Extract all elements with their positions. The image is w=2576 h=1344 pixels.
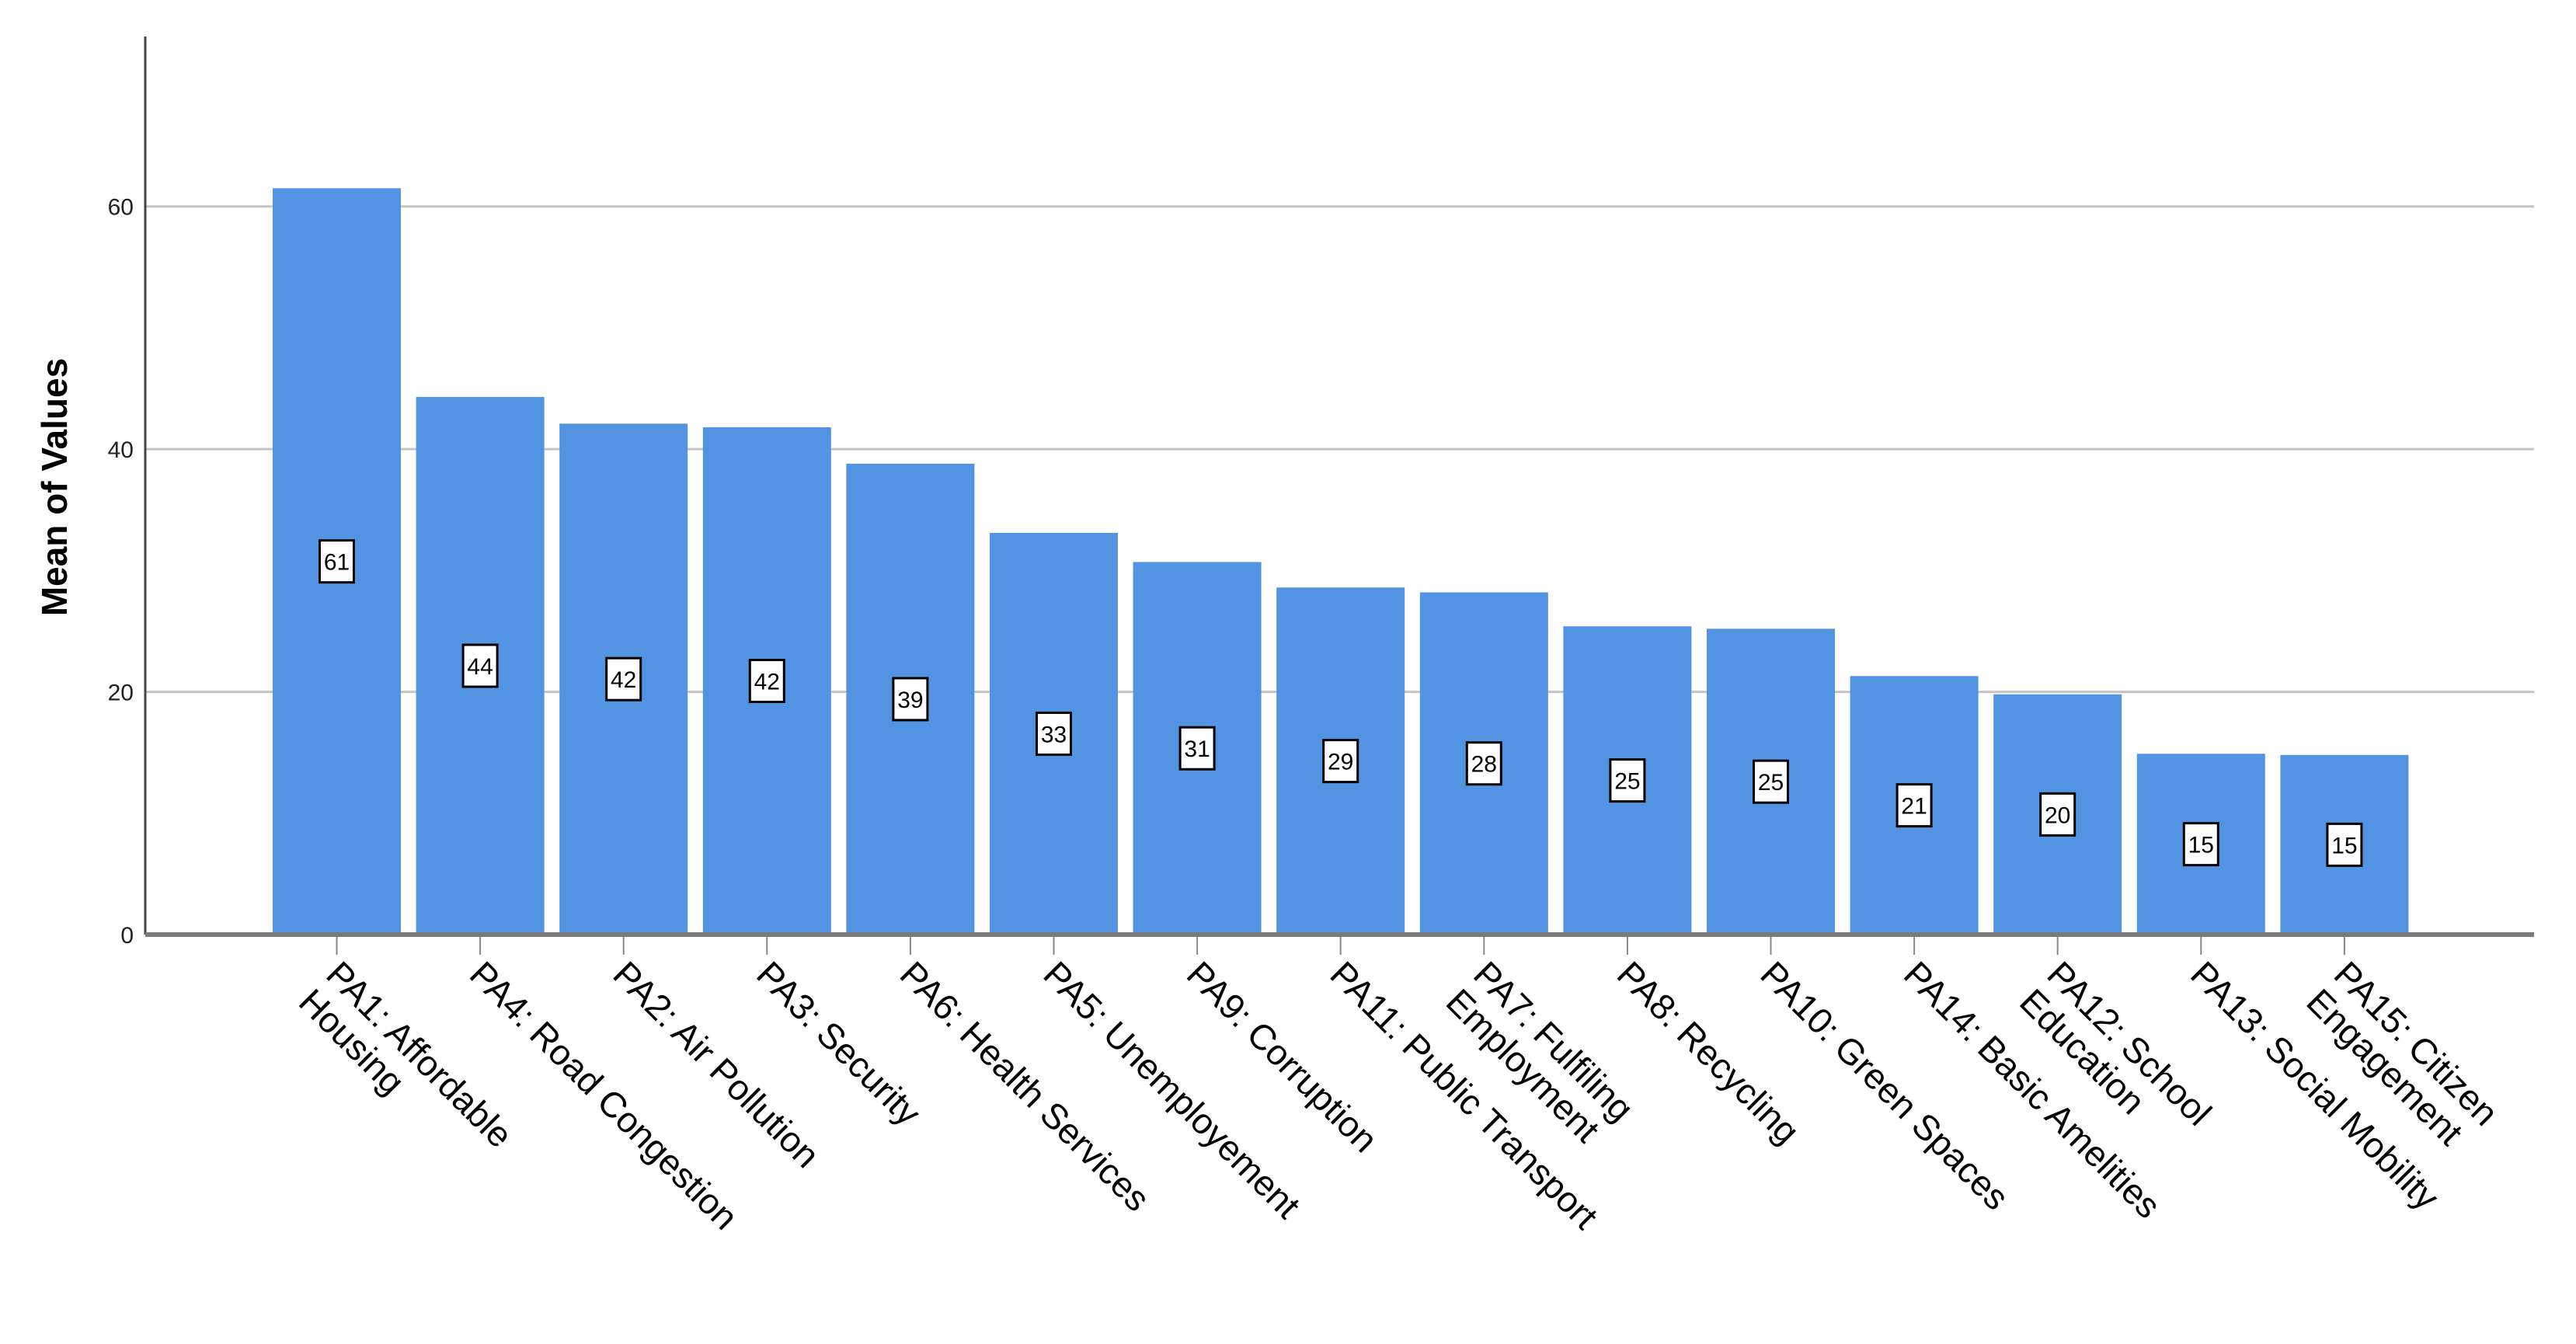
axes <box>144 37 2534 955</box>
data-label-box <box>1036 711 1072 756</box>
data-label-box <box>2326 822 2363 867</box>
data-label: 25 <box>1758 770 1784 796</box>
data-label-box <box>1465 741 1502 786</box>
data-label: 21 <box>1901 794 1927 820</box>
data-label-box <box>892 677 929 722</box>
data-label: 44 <box>467 654 493 680</box>
y-tick-label: 40 <box>108 437 134 463</box>
data-label-box <box>1322 739 1359 784</box>
x-tick-label: PA5: Unemployement <box>1036 953 1308 1226</box>
data-label: 15 <box>2331 833 2357 858</box>
data-label: 29 <box>1328 750 1353 775</box>
x-tick-label: PA10: Green Spaces <box>1753 953 2017 1217</box>
data-label: 20 <box>2045 803 2070 828</box>
y-tick-label: 20 <box>108 681 134 706</box>
data-label: 42 <box>611 667 636 693</box>
data-label: 28 <box>1471 752 1497 778</box>
y-axis-label: Mean of Values <box>34 358 75 616</box>
data-label-box <box>1609 758 1646 803</box>
x-tick-label: PA4: Road Congestion <box>462 953 746 1237</box>
data-label-box <box>1895 783 1933 828</box>
data-labels: 61 44 42 42 39 33 31 29 28 25 25 21 20 15 15 <box>319 539 2363 867</box>
data-label: 61 <box>324 550 350 576</box>
data-label-box <box>2039 792 2076 837</box>
data-label: 25 <box>1614 769 1640 795</box>
y-tick-labels: 0 20 40 60 <box>108 195 134 949</box>
data-label-box <box>461 643 499 688</box>
data-label: 33 <box>1041 722 1067 747</box>
data-label: 15 <box>2188 833 2214 858</box>
data-label: 31 <box>1184 736 1210 762</box>
y-tick-label: 0 <box>120 923 134 949</box>
x-tick-label: PA15: CitizenEngagement <box>2299 953 2506 1161</box>
data-label-box <box>2182 822 2219 867</box>
x-tick-label: PA6: Health Services <box>893 953 1158 1219</box>
data-label-box <box>1178 726 1216 771</box>
data-label: 42 <box>754 670 780 695</box>
bars <box>273 188 2409 935</box>
data-label-box <box>319 539 355 584</box>
data-label-box <box>1753 759 1789 804</box>
x-tick-labels: PA1: AffordableHousing PA4: Road Congesti… <box>291 953 2506 1237</box>
data-label: 39 <box>897 688 923 713</box>
y-tick-label: 60 <box>108 195 134 221</box>
data-label-box <box>605 656 642 702</box>
data-label-box <box>748 659 785 704</box>
